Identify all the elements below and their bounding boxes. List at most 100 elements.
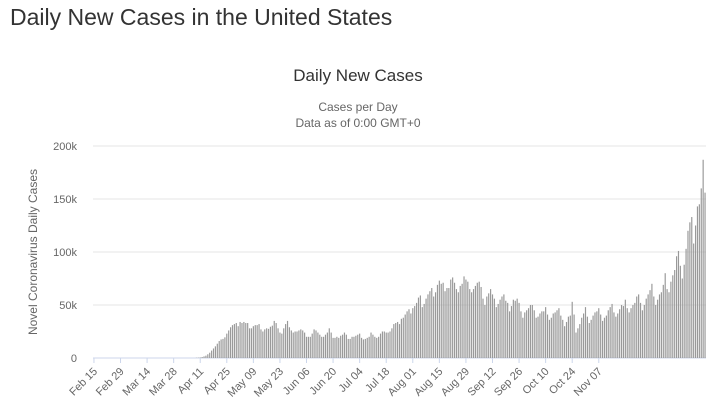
bar[interactable] [484,305,486,358]
bar[interactable] [345,334,347,358]
bar[interactable] [617,313,619,358]
bar[interactable] [222,338,224,358]
bar[interactable] [209,352,211,358]
bar[interactable] [201,357,203,358]
bar[interactable] [499,299,501,358]
bar[interactable] [326,332,328,358]
bar[interactable] [480,286,482,358]
bar[interactable] [495,307,497,358]
bar[interactable] [647,294,649,358]
bar[interactable] [207,354,209,358]
bar[interactable] [562,319,564,358]
bar[interactable] [520,311,522,358]
bar[interactable] [414,306,416,358]
bar[interactable] [486,296,488,358]
bar[interactable] [406,311,408,358]
bar[interactable] [638,294,640,358]
bar[interactable] [522,317,524,358]
bar[interactable] [250,328,253,358]
bar[interactable] [248,328,251,358]
bar[interactable] [645,298,647,358]
bar[interactable] [658,294,661,358]
bar[interactable] [681,278,683,359]
bar[interactable] [683,264,685,358]
bar[interactable] [267,328,270,358]
bar[interactable] [577,328,579,358]
bar[interactable] [457,292,459,358]
bar[interactable] [203,356,205,358]
bar[interactable] [374,336,376,358]
bar[interactable] [378,336,380,358]
bar[interactable] [600,314,602,358]
bar[interactable] [448,288,450,358]
bar[interactable] [666,289,668,358]
bar[interactable] [601,320,604,358]
bar[interactable] [537,316,539,358]
bar[interactable] [698,204,700,358]
bar[interactable] [677,250,680,358]
bar[interactable] [228,330,230,358]
bar[interactable] [660,292,662,358]
bar[interactable] [385,332,387,358]
bar[interactable] [220,339,222,358]
bar[interactable] [575,332,577,358]
bar[interactable] [446,288,448,358]
bar[interactable] [611,303,613,358]
bar[interactable] [438,280,440,358]
bar[interactable] [533,310,535,358]
bar[interactable] [395,323,397,358]
bar[interactable] [305,336,308,358]
bar[interactable] [598,308,600,358]
bar[interactable] [493,298,495,358]
bar[interactable] [676,256,678,358]
bar[interactable] [546,314,549,358]
bar[interactable] [288,327,291,358]
bar[interactable] [273,320,275,358]
bar[interactable] [526,310,528,358]
bar[interactable] [529,305,532,358]
bar[interactable] [518,302,520,358]
bar[interactable] [419,295,421,358]
bar[interactable] [696,206,699,358]
bar[interactable] [556,310,558,358]
bar[interactable] [579,324,581,358]
bar[interactable] [702,159,704,358]
bar[interactable] [662,284,664,358]
bar[interactable] [368,336,370,358]
bar[interactable] [410,313,412,358]
bar[interactable] [641,310,644,358]
bar[interactable] [628,312,630,358]
bar[interactable] [366,337,368,358]
bar[interactable] [353,336,355,358]
bar[interactable] [704,192,706,358]
bar[interactable] [643,305,645,358]
bar[interactable] [569,315,571,358]
bar[interactable] [664,273,666,358]
bar[interactable] [463,276,465,358]
bar[interactable] [689,222,691,358]
bar[interactable] [478,281,480,358]
bar[interactable] [351,336,353,358]
bar[interactable] [434,292,437,358]
bar[interactable] [398,324,401,358]
bar[interactable] [474,285,476,358]
bar[interactable] [653,296,655,358]
bar[interactable] [338,337,340,358]
bar[interactable] [239,321,241,358]
bar[interactable] [548,319,551,358]
bar[interactable] [300,329,302,358]
bar[interactable] [503,294,505,358]
bar[interactable] [264,329,266,358]
bar[interactable] [632,305,634,358]
bar[interactable] [252,326,254,358]
bar[interactable] [685,248,687,358]
bar[interactable] [212,348,215,358]
bar[interactable] [408,309,410,358]
bar[interactable] [336,336,338,358]
bar[interactable] [596,311,598,358]
bar[interactable] [619,309,621,358]
bar[interactable] [277,328,279,358]
bar[interactable] [343,332,346,358]
bar[interactable] [450,279,452,358]
bar[interactable] [311,333,313,358]
